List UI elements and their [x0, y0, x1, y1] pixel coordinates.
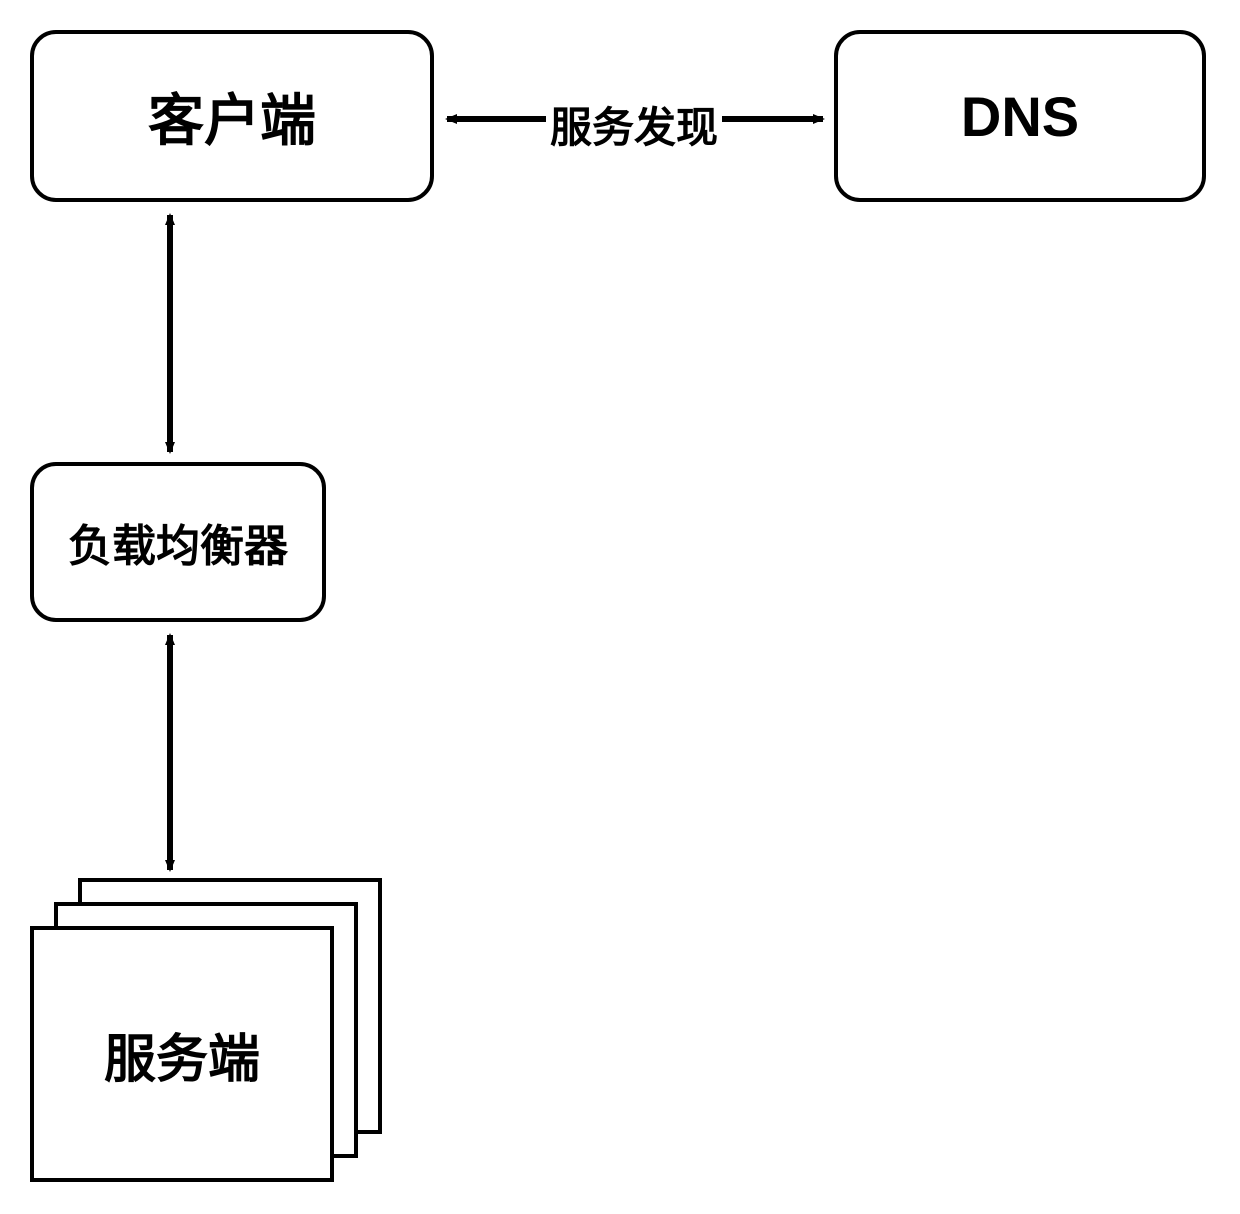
node-dns-label: DNS	[961, 84, 1079, 149]
node-dns: DNS	[834, 30, 1206, 202]
edge-label-client-dns: 服务发现	[546, 94, 722, 155]
diagram-canvas: 客户端 DNS 负载均衡器 服务端 服务发现	[0, 0, 1240, 1214]
node-server-label: 服务端	[104, 1017, 260, 1092]
node-loadbalancer: 负载均衡器	[30, 462, 326, 622]
node-client-label: 客户端	[148, 76, 316, 157]
node-client: 客户端	[30, 30, 434, 202]
server-stack-front: 服务端	[30, 926, 334, 1182]
node-loadbalancer-label: 负载均衡器	[68, 510, 288, 574]
